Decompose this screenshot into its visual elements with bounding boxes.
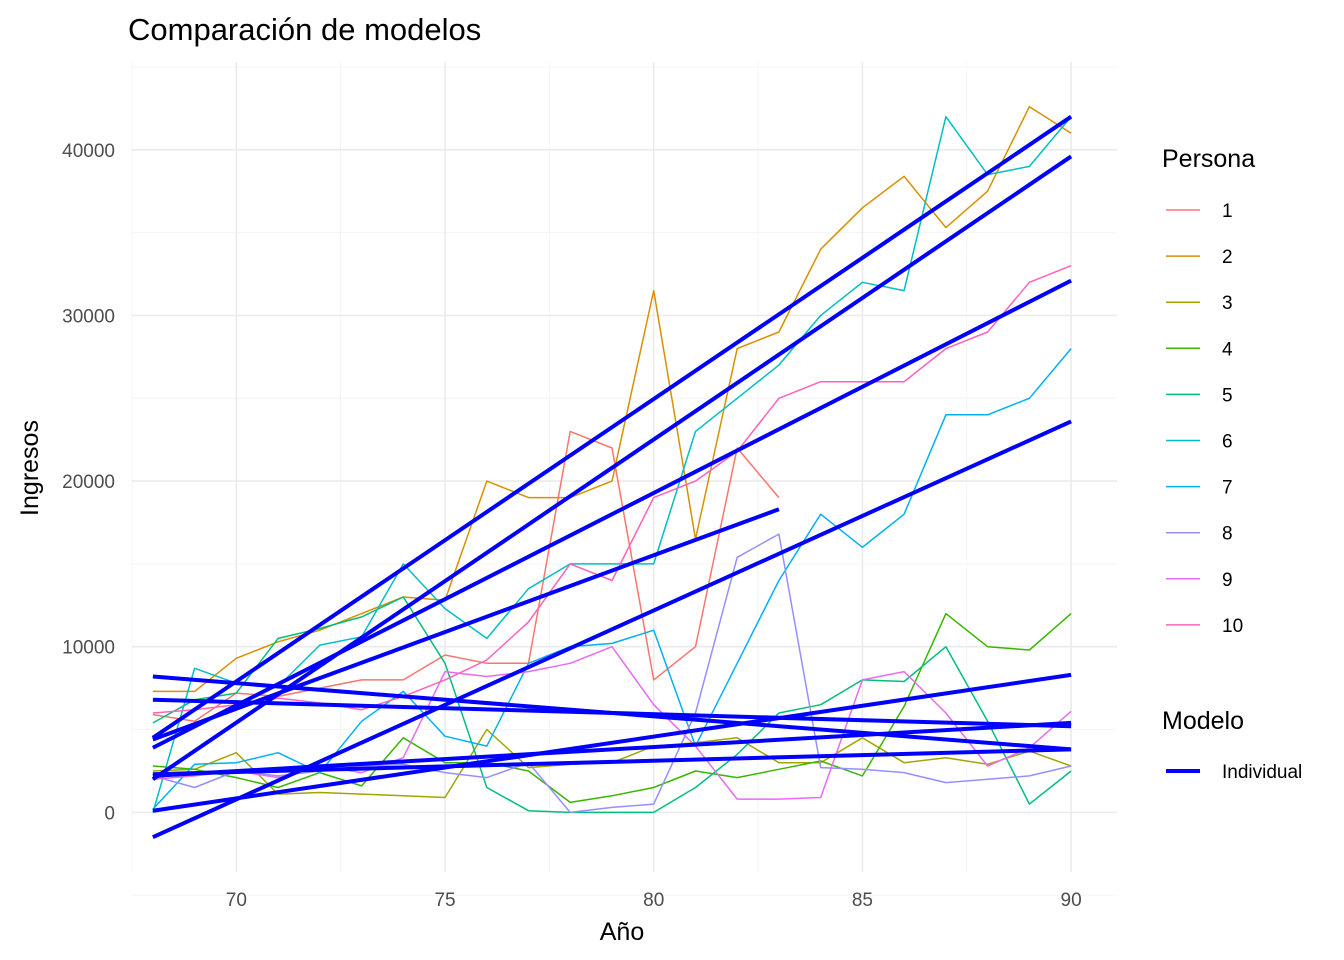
x-tick-label: 80 <box>643 890 664 911</box>
y-axis-title: Ingresos <box>16 420 44 516</box>
x-tick-label: 70 <box>226 890 247 911</box>
legend-label-persona-8: 8 <box>1222 524 1233 545</box>
series-line-persona-4 <box>152 612 1072 804</box>
fitted-line-individual-3 <box>152 747 1072 777</box>
legend-label-persona-2: 2 <box>1222 247 1233 268</box>
legend-label-persona-1: 1 <box>1222 201 1233 222</box>
x-tick-label: 85 <box>852 890 873 911</box>
legend-label-modelo-individual: Individual <box>1222 762 1302 783</box>
series-line-persona-10 <box>152 265 1072 714</box>
y-axis-ticks: 0 10000 20000 30000 40000 <box>62 141 115 825</box>
fitted-line-individual-4 <box>152 672 1072 813</box>
x-axis-ticks: 70 75 80 85 90 <box>226 890 1082 911</box>
x-tick-label: 75 <box>434 890 455 911</box>
y-tick-label: 10000 <box>62 638 115 659</box>
y-tick-label: 40000 <box>62 141 115 162</box>
fitted-line-individual-10 <box>151 278 1072 750</box>
y-tick-label: 30000 <box>62 306 115 327</box>
legend-label-persona-10: 10 <box>1222 616 1243 637</box>
fitted-line-individual-2 <box>151 115 1073 740</box>
y-tick-label: 20000 <box>62 472 115 493</box>
fitted-line-individual-8 <box>152 697 1072 729</box>
legend-label-persona-4: 4 <box>1222 339 1233 360</box>
legend-label-persona-5: 5 <box>1222 385 1233 406</box>
y-tick-label: 0 <box>104 803 115 824</box>
fitted-line-individual-6 <box>151 154 1073 781</box>
chart-title: Comparación de modelos <box>128 12 481 47</box>
legend-label-persona-6: 6 <box>1222 432 1233 453</box>
legend: Persona 1 2 3 4 5 6 7 8 9 10 Modelo Individual <box>1162 145 1302 783</box>
legend-modelo-entries: Individual <box>1166 762 1302 783</box>
legend-title-modelo: Modelo <box>1162 707 1244 735</box>
fitted-line-individual-9 <box>152 720 1072 778</box>
legend-title-persona: Persona <box>1162 145 1255 173</box>
grid <box>131 62 1117 896</box>
fitted-lines <box>151 115 1073 840</box>
legend-label-persona-3: 3 <box>1222 293 1233 314</box>
legend-label-persona-7: 7 <box>1222 478 1233 499</box>
series-line-persona-8 <box>152 533 1072 814</box>
series-line-persona-6 <box>152 115 1072 813</box>
x-axis-title: Año <box>600 918 644 946</box>
series-line-persona-5 <box>152 596 1072 814</box>
legend-persona-entries: 1 2 3 4 5 6 7 8 9 10 <box>1166 201 1243 637</box>
legend-label-persona-9: 9 <box>1222 570 1233 591</box>
x-tick-label: 90 <box>1061 890 1082 911</box>
